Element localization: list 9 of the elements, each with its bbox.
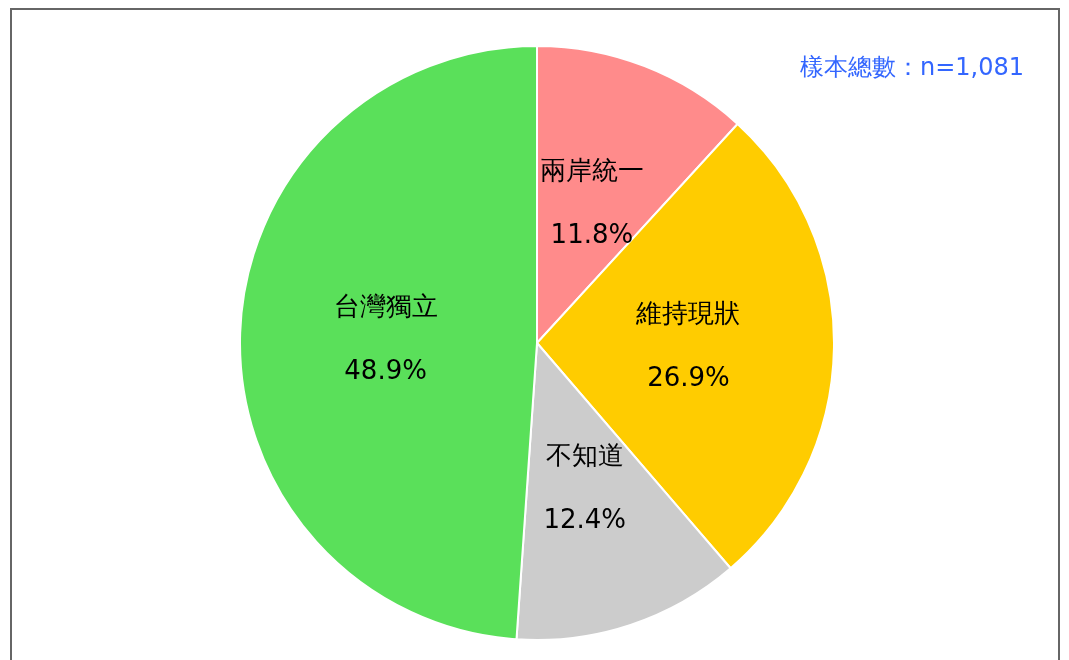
- data-label: 12.4%: [543, 503, 627, 534]
- data-label: 26.9%: [647, 362, 730, 393]
- text: 樣本總數：n=1,081: [799, 53, 1024, 81]
- slice-label: 維持現狀: [635, 298, 741, 329]
- data-label: 11.8%: [550, 218, 634, 249]
- data-label: 48.9%: [344, 354, 427, 385]
- slice-label: 台灣獨立: [333, 290, 438, 321]
- slice-label: 不知道: [545, 439, 624, 470]
- slice-label: 兩岸統一: [539, 154, 644, 185]
